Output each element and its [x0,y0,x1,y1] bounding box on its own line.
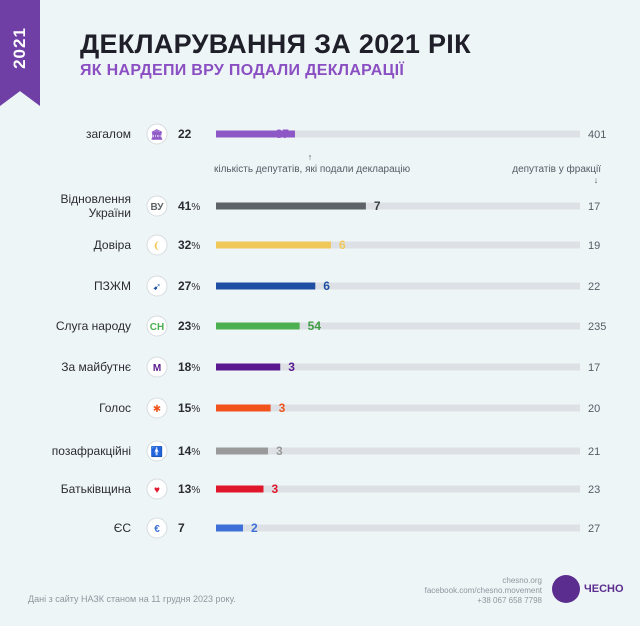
percent-label: 18% [178,360,200,374]
bar-track [216,282,580,290]
sluha-narodu-icon [146,315,168,337]
parliament-icon [146,123,168,145]
bar-track [216,202,580,210]
percent-label: 22 [178,127,192,141]
category-label: За майбутнє [61,360,131,374]
bar [216,485,264,493]
percent-label: 41% [178,199,200,213]
category-label: загалом [86,127,131,141]
bar-track [216,485,580,493]
heart-icon [146,478,168,500]
category-label: Довіра [94,238,132,252]
submitted-count: 6 [339,238,346,252]
page-title: ДЕКЛАРУВАННЯ ЗА 2021 РІК [80,29,471,59]
person-icon-glyph: 🚹 [151,445,163,458]
bar [216,202,366,210]
category-label: Слуга народу [56,319,131,333]
bar-track [216,241,580,249]
heart-icon-glyph: ♥ [154,485,160,496]
parliament-icon-glyph: 🏛 [151,129,164,141]
bar [216,130,295,138]
bar [216,524,243,532]
site-link[interactable]: chesno.org [502,576,542,585]
category-label: Батьківщина [61,482,132,496]
holos-icon [146,397,168,419]
dovira-party-icon-glyph: ❨ [153,241,161,252]
bar [216,241,331,249]
percent-label: 15% [178,401,200,415]
vu-party-icon-glyph: ВУ [150,202,164,213]
yes-party-icon [146,517,168,539]
submitted-count: 3 [288,360,295,374]
category-label: Голос [99,401,131,415]
contacts: chesno.org facebook.com/chesno.movement … [425,576,542,606]
total-label: 17 [588,362,600,374]
dovira-party-icon [146,234,168,256]
pzzhm-party-icon-glyph: ➹ [153,282,161,293]
chesno-logo-icon [552,575,580,603]
total-label: 19 [588,240,600,252]
chesno-logo-text: ЧЕСНО [584,583,624,595]
total-label: 401 [588,129,606,141]
category-label: Відновлення України [61,192,132,220]
total-label: 21 [588,446,600,458]
bar-track [216,363,580,371]
total-label: 27 [588,523,600,535]
percent-label: 13% [178,482,200,496]
submitted-count: 6 [323,279,330,293]
facebook-link[interactable]: facebook.com/chesno.movement [424,586,542,595]
bar-track [216,447,580,455]
phone-number: +38 067 658 7798 [477,596,542,605]
submitted-count: 7 [374,199,381,213]
pzzhm-party-icon [146,275,168,297]
source-note: Дані з сайту НАЗК станом на 11 грудня 20… [28,594,236,604]
total-label: 17 [588,201,600,213]
submitted-count: 87 [276,127,290,141]
total-label: 22 [588,281,600,293]
bar [216,322,300,330]
bar-track [216,130,580,138]
bar [216,282,316,290]
category-label: позафракційні [52,444,131,458]
bar-track [216,524,580,532]
category-label: ЄС [114,521,132,535]
submitted-count: 3 [271,482,278,496]
total-label: 235 [588,321,606,333]
bar [216,447,268,455]
percent-label: 14% [178,444,200,458]
bar [216,404,271,412]
submitted-count: 3 [279,401,286,415]
percent-label: 7 [178,521,185,535]
bar [216,363,281,371]
submitted-count: 3 [276,444,283,458]
holos-icon-glyph: ✱ [153,404,161,415]
percent-label: 32% [178,238,200,252]
yes-party-icon-glyph: € [154,524,160,535]
sluha-narodu-icon-glyph: СН [150,322,164,333]
za-maibutnie-icon-glyph: М [153,363,161,374]
total-label: 23 [588,484,600,496]
total-note: депутатів у фракції [512,163,601,175]
submitted-count: 54 [308,319,322,333]
za-maibutnie-icon [146,356,168,378]
bar-track [216,322,580,330]
submitted-count: 2 [251,521,258,535]
percent-label: 27% [178,279,200,293]
total-label: 20 [588,403,600,415]
arrow-down-icon: ↓ [594,175,599,185]
count-note: кількість депутатів, які подали декларац… [214,164,411,175]
page-subtitle: ЯК НАРДЕПИ ВРУ ПОДАЛИ ДЕКЛАРАЦІЇ [80,62,405,79]
percent-label: 23% [178,319,200,333]
vu-party-icon [146,195,168,217]
year-ribbon: 2021 [0,0,40,106]
category-label: ПЗЖМ [94,279,131,293]
bar-track [216,404,580,412]
arrow-up-icon: ↑ [308,152,313,162]
person-icon [146,440,168,462]
